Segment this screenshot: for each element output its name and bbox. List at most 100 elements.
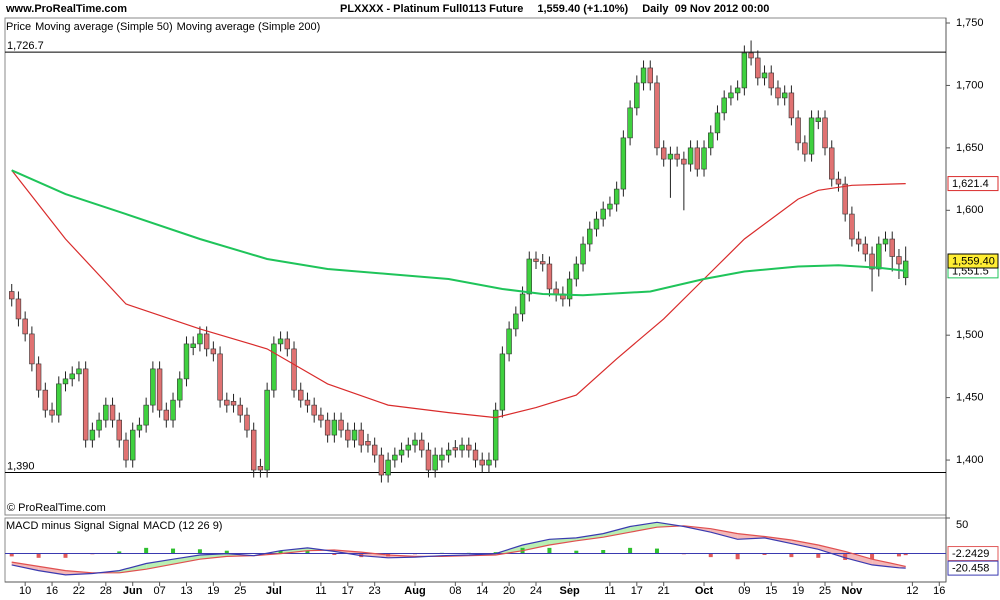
candle-body [190,343,196,348]
legend-entry: MACD (12 26 9) [143,520,222,532]
candle-body [82,368,89,441]
x-tick-label: 11 [604,585,615,597]
macd-fill [146,559,173,570]
y-tick-label: 50 [956,519,968,531]
candle-body [452,447,459,451]
macd-fill [11,562,39,571]
candle-body [546,263,553,290]
candle-body [22,318,28,335]
candle-body [755,57,761,79]
candle-body [116,419,122,441]
candle-body [869,253,875,270]
candle-body [627,107,633,139]
macd-fill [845,551,873,565]
candle-body [331,419,338,436]
candle-body [533,258,539,262]
x-tick-label: 19 [207,585,219,597]
candle-body [492,409,499,461]
candle-body [318,414,324,421]
candle-body [593,218,600,230]
site-name: www.ProRealTime.com [5,3,127,15]
legend-title: Price [6,21,31,33]
candle-body [566,278,573,300]
candle-body [123,439,129,461]
candle-body [459,444,465,451]
candle-body [573,263,580,280]
candle-body [56,383,62,416]
candle-body [694,147,701,170]
candle-body [217,353,223,401]
candle-body [365,441,371,446]
candle-body [277,338,284,345]
candle-body [802,142,808,155]
legend-entry: Moving average (Simple 50) [35,21,173,33]
candle-body [311,404,317,416]
macd-fill [549,537,577,545]
candle-body [654,82,660,149]
candle-body [425,449,432,471]
y-tick-label: 1,450 [956,392,984,404]
x-tick-label: 11 [315,585,326,597]
quote: 1,559.40 (+1.10%) [537,3,628,15]
candle-body [345,429,351,441]
candle-body [761,72,768,79]
candle-body [781,92,788,99]
value-box [947,560,999,576]
candle-body [667,153,674,160]
candle-body [526,258,532,295]
candle-body [741,52,748,89]
y-tick-label: 1,650 [956,142,984,154]
candle-body [553,288,559,295]
macd-fill [872,559,899,568]
histogram-bar [735,553,740,560]
candle-body [862,243,869,255]
histogram-bar [117,551,122,554]
candle-body [96,419,102,431]
legend-entry: MACD minus Signal [6,520,104,532]
candle-body [324,419,331,436]
candle-body [29,333,35,365]
histogram-bar [9,553,14,557]
histogram-bar [843,553,848,560]
candle-body [748,52,754,59]
histogram-bar [305,550,310,554]
candle-body [882,238,889,245]
candle-body [130,429,136,461]
candle-body [896,256,902,265]
x-tick-label: Oct [695,585,714,597]
candle-body [466,444,472,451]
histogram-bar [574,550,579,554]
x-tick-label: 13 [180,585,192,597]
candle-body [506,328,512,355]
value-box [947,176,999,192]
x-tick-label: 14 [476,585,488,597]
candle-body [412,439,418,446]
value-box [947,546,999,562]
candle-body [392,454,398,461]
candle-body [714,112,721,134]
candle-body [35,363,42,391]
histogram-bar [654,548,659,554]
candle-body [271,343,277,391]
x-tick-label: Jun [123,585,143,597]
candle-body [876,243,882,270]
x-tick-label: 16 [46,585,58,597]
value-box-label: 1,621.4 [952,178,989,190]
candle-body [156,368,163,411]
histogram-bar [171,548,176,554]
x-tick-label: 16 [933,585,945,597]
macd-fill [38,566,66,575]
candle-body [351,429,358,441]
moving-average-line [11,169,906,419]
candle-body [728,92,734,99]
candle-body [788,92,795,119]
x-tick-label: Aug [404,585,425,597]
macd-fill [576,533,604,541]
candle-body [701,147,707,170]
histogram-bar [870,553,875,560]
x-tick-label: 10 [19,585,31,597]
y-tick-label: 1,500 [956,329,984,341]
copyright: © ProRealTime.com [7,502,106,514]
candle-body [371,444,378,456]
candle-body [405,444,411,451]
